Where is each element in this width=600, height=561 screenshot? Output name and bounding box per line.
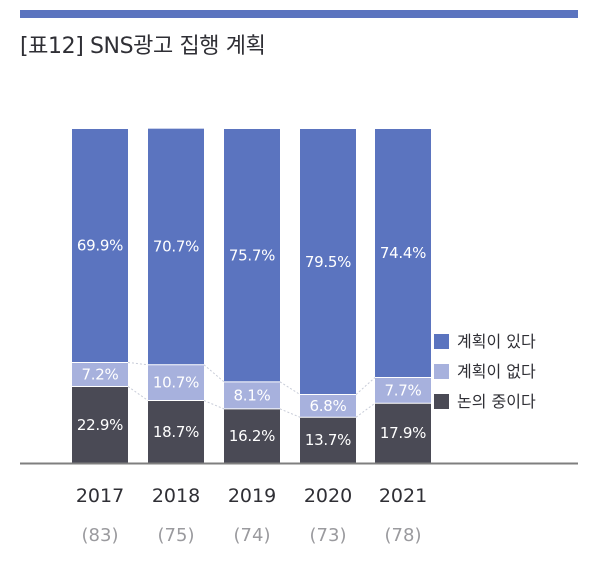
connector-line <box>279 381 301 395</box>
data-label-2020-논의-중이다: 13.7% <box>305 431 351 449</box>
bar-segment-2019-논의-중이다 <box>224 408 280 463</box>
data-label-2021-계획이-없다: 7.7% <box>385 381 422 399</box>
x-sample-size-2020: (73) <box>310 525 347 546</box>
connector-line <box>203 400 225 410</box>
bar-segment-2021-논의-중이다 <box>375 403 431 463</box>
x-tick-label-2019: 2019 <box>228 485 276 507</box>
legend-label-계획이-있다: 계획이 있다 <box>457 332 536 351</box>
bar-segment-2019-계획이-있다 <box>224 129 280 382</box>
bar-segment-2018-계획이-없다 <box>148 364 204 401</box>
data-label-2021-계획이-있다: 74.4% <box>380 244 426 262</box>
bar-segment-2017-논의-중이다 <box>72 386 128 463</box>
legend-label-계획이-없다: 계획이 없다 <box>457 362 536 381</box>
connector-line <box>355 377 376 395</box>
bar-segment-2017-계획이-있다 <box>72 129 128 363</box>
connector-line <box>203 364 225 383</box>
header-accent-bar <box>20 10 578 18</box>
bars-group <box>72 128 431 463</box>
data-label-2017-계획이-없다: 7.2% <box>82 365 119 383</box>
chart-title: [표12] SNS광고 집행 계획 <box>20 34 266 59</box>
bar-segment-2020-계획이-없다 <box>300 394 356 418</box>
connector-line <box>127 361 149 366</box>
data-label-2017-계획이-있다: 69.9% <box>77 237 123 255</box>
bar-segment-2018-논의-중이다 <box>148 400 204 463</box>
bar-segment-2021-계획이-없다 <box>375 377 431 404</box>
legend-swatch-계획이-없다 <box>434 364 449 379</box>
bar-labels-group: 22.9% 7.2% 69.9% 18.7% 10.7% 70.7% 16.2% 8.1% 75… <box>77 237 426 449</box>
connector-line <box>279 408 301 418</box>
x-sample-size-2019: (74) <box>234 525 271 546</box>
x-axis-labels: 2017 (83) 2018 (75) 2019 (74) 2020 (73) 2021 (78) <box>76 485 427 546</box>
bar-segment-2020-계획이-있다 <box>300 129 356 395</box>
connector-line <box>127 386 149 401</box>
x-sample-size-2021: (78) <box>385 525 422 546</box>
connector-line <box>355 402 376 418</box>
bar-segment-2019-계획이-없다 <box>224 381 280 409</box>
bar-segment-2018-계획이-있다 <box>148 128 204 365</box>
data-label-2019-계획이-없다: 8.1% <box>234 386 271 404</box>
x-sample-size-2017: (83) <box>82 525 119 546</box>
x-tick-label-2021: 2021 <box>379 485 427 507</box>
legend-swatch-계획이-있다 <box>434 334 449 349</box>
data-label-2019-계획이-있다: 75.7% <box>229 246 275 264</box>
x-tick-label-2017: 2017 <box>76 485 124 507</box>
data-label-2018-계획이-없다: 10.7% <box>153 374 199 392</box>
legend-swatch-논의-중이다 <box>434 394 449 409</box>
bar-segment-2021-계획이-있다 <box>375 129 431 378</box>
data-label-2018-계획이-있다: 70.7% <box>153 238 199 256</box>
data-label-2020-계획이-있다: 79.5% <box>305 253 351 271</box>
x-tick-label-2018: 2018 <box>152 485 200 507</box>
x-tick-label-2020: 2020 <box>304 485 352 507</box>
data-label-2021-논의-중이다: 17.9% <box>380 424 426 442</box>
data-label-2017-논의-중이다: 22.9% <box>77 416 123 434</box>
x-sample-size-2018: (75) <box>158 525 195 546</box>
bar-segment-2017-계획이-없다 <box>72 362 128 387</box>
bar-segment-2020-논의-중이다 <box>300 417 356 463</box>
segment-connectors <box>127 361 376 418</box>
legend-label-논의-중이다: 논의 중이다 <box>457 392 536 411</box>
data-label-2019-논의-중이다: 16.2% <box>229 427 275 445</box>
data-label-2020-계획이-없다: 6.8% <box>310 397 347 415</box>
data-label-2018-논의-중이다: 18.7% <box>153 423 199 441</box>
